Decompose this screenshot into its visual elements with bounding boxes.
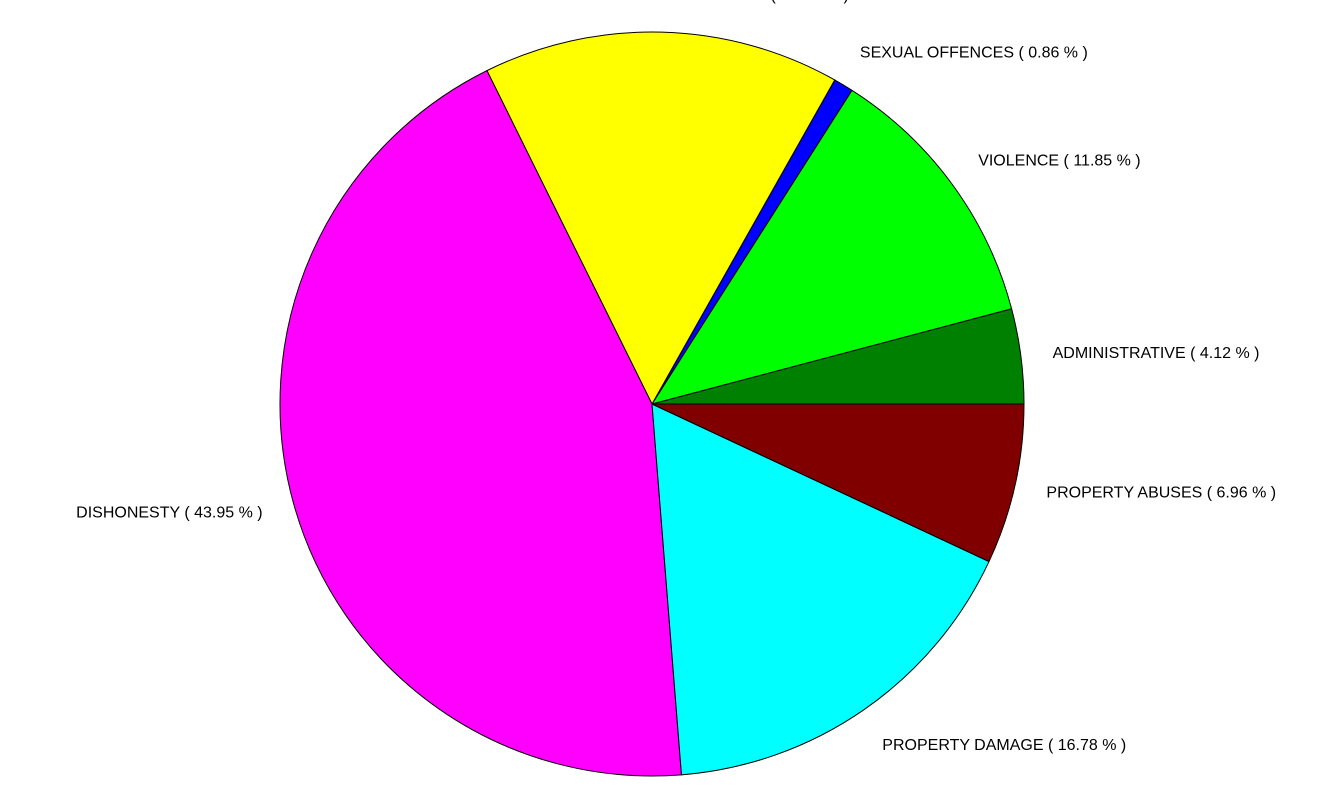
pie-label-property-abuses: PROPERTY ABUSES ( 6.96 % ) bbox=[1046, 485, 1276, 502]
pie-label-violence: VIOLENCE ( 11.85 % ) bbox=[978, 153, 1140, 170]
pie-slice-property-abuses bbox=[651, 403, 1025, 563]
pie-labels: ADMINISTRATIVE ( 4.12 % ) VIOLENCE ( 11.8… bbox=[76, 0, 1276, 754]
pie-label-sexual-offences: SEXUAL OFFENCES ( 0.86 % ) bbox=[860, 45, 1088, 62]
pie-slice-dishonesty bbox=[279, 69, 683, 777]
pie-label-drugs-and-anti-social-offences: DRUGS AND ANTI SOCIAL OFFENCES ( 15.49 %… bbox=[477, 0, 849, 4]
pie-slice-drugs-and-anti-social-offences bbox=[486, 31, 836, 406]
pie-slices bbox=[279, 31, 1025, 777]
pie-label-administrative: ADMINISTRATIVE ( 4.12 % ) bbox=[1053, 345, 1260, 362]
pie-slice-violence bbox=[650, 89, 1013, 405]
pie-label-dishonesty: DISHONESTY ( 43.95 % ) bbox=[76, 505, 262, 522]
pie-label-property-damage: PROPERTY DAMAGE ( 16.78 % ) bbox=[882, 737, 1126, 754]
pie-slice-property-damage bbox=[651, 403, 990, 776]
